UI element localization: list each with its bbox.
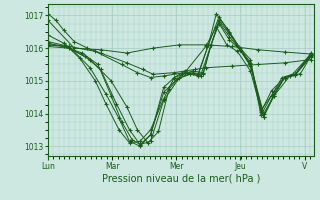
- X-axis label: Pression niveau de la mer( hPa ): Pression niveau de la mer( hPa ): [102, 173, 260, 183]
